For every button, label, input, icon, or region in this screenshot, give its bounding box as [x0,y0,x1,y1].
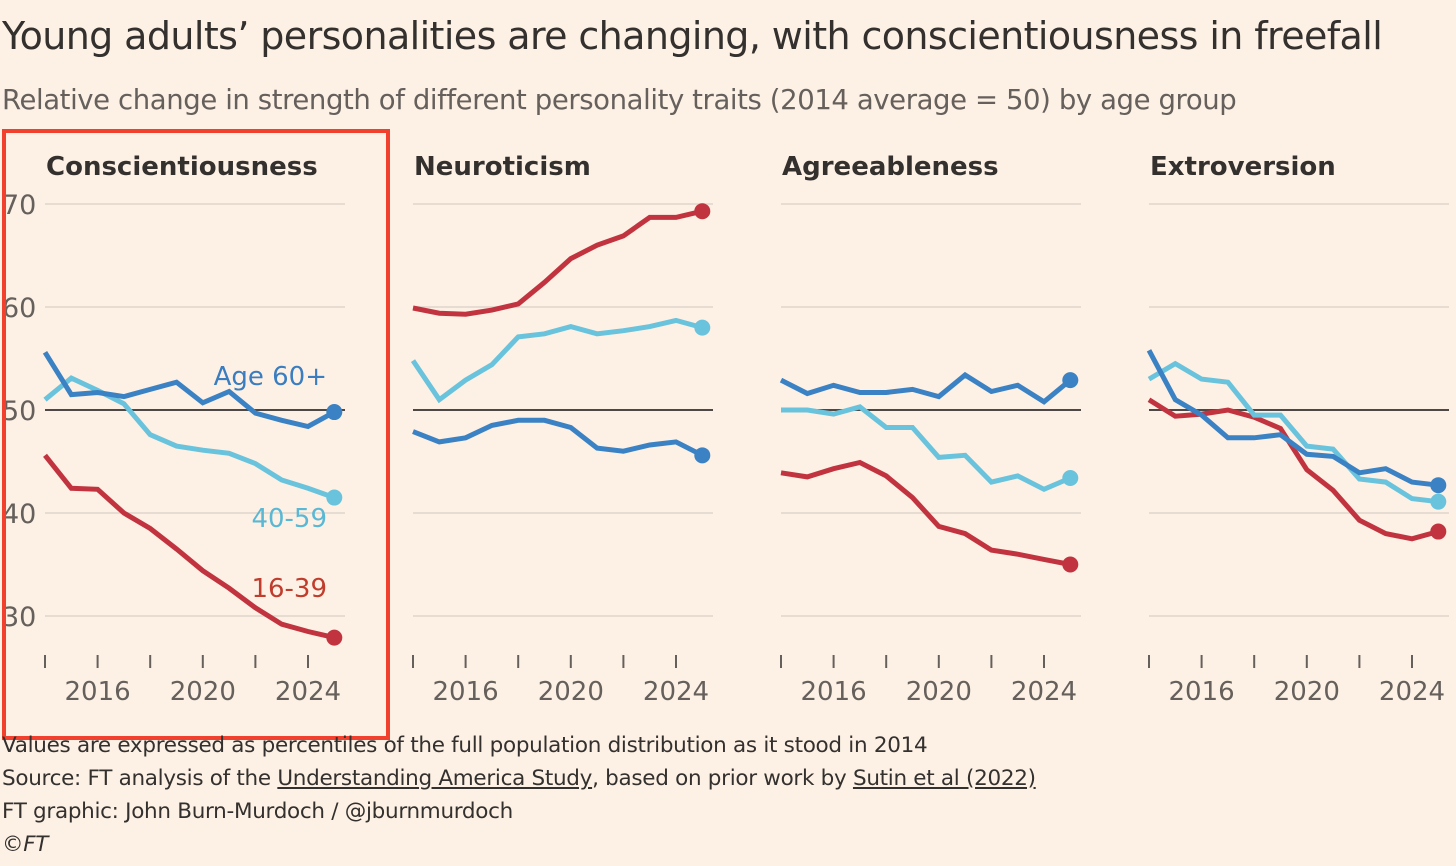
series-end-marker [1430,493,1447,510]
source-link-sutin[interactable]: Sutin et al (2022) [852,766,1036,791]
series-line-4059 [1147,360,1439,505]
series-line-1639 [412,208,703,317]
y-tick-label: 40 [2,499,36,530]
panel-title: Extroversion [1150,152,1336,182]
series-end-marker [694,319,711,336]
footnote: Values are expressed as percentiles of t… [2,733,928,758]
series-line-1639 [1147,397,1439,542]
series-label: Age 60+ [214,362,327,392]
x-tick-label: 2020 [170,677,236,707]
source-prefix: Source: FT analysis of the [2,766,278,791]
series-line-4059 [781,404,1072,493]
series-label: 40-59 [251,504,327,534]
x-tick-label: 2020 [906,677,972,707]
x-tick-label: 2024 [1379,677,1445,707]
series-line-age60 [42,350,336,430]
series-line-age60 [1146,349,1439,488]
series-end-marker [326,404,343,421]
credit-line: FT graphic: John Burn-Murdoch / @jburnmu… [2,799,513,824]
source-middle: , based on prior work by [592,766,853,791]
y-tick-label: 60 [2,293,36,324]
x-tick-label: 2024 [643,677,709,707]
series-line-age60 [412,417,704,458]
x-tick-label: 2016 [433,677,499,707]
x-tick-label: 2016 [1169,677,1235,707]
series-end-marker [694,203,711,220]
x-tick-label: 2020 [1274,677,1340,707]
chart-subtitle: Relative change in strength of different… [2,84,1237,116]
chart-title: Young adults’ personalities are changing… [2,14,1383,58]
x-tick-label: 2016 [801,677,867,707]
y-tick-label: 30 [2,602,36,633]
panel-title: Conscientiousness [46,152,318,182]
highlight-box-conscientiousness [2,129,390,740]
series-line-age60 [779,371,1072,405]
series-line-4059 [43,375,336,500]
series-end-marker [326,629,343,646]
x-tick-label: 2016 [65,677,131,707]
source-line: Source: FT analysis of the Understanding… [2,766,1036,791]
series-line-4059 [410,317,703,404]
series-end-marker [1062,372,1079,389]
source-link-understanding-america-study[interactable]: Understanding America Study [277,766,593,791]
series-end-marker [1062,556,1079,573]
series-end-marker [1062,469,1079,486]
copyright: ©FT [2,832,49,857]
panel-title: Agreeableness [782,152,999,182]
series-end-marker [326,489,343,506]
panel-title: Neuroticism [414,152,591,182]
series-end-marker [694,447,711,464]
series-line-1639 [43,453,335,641]
x-tick-label: 2024 [1011,677,1077,707]
y-tick-label: 70 [2,190,36,221]
series-label: 16-39 [251,574,327,604]
x-tick-label: 2024 [275,677,341,707]
x-tick-label: 2020 [538,677,604,707]
y-tick-label: 50 [2,396,36,427]
series-line-1639 [780,459,1071,567]
series-end-marker [1430,523,1447,540]
series-end-marker [1430,477,1447,494]
